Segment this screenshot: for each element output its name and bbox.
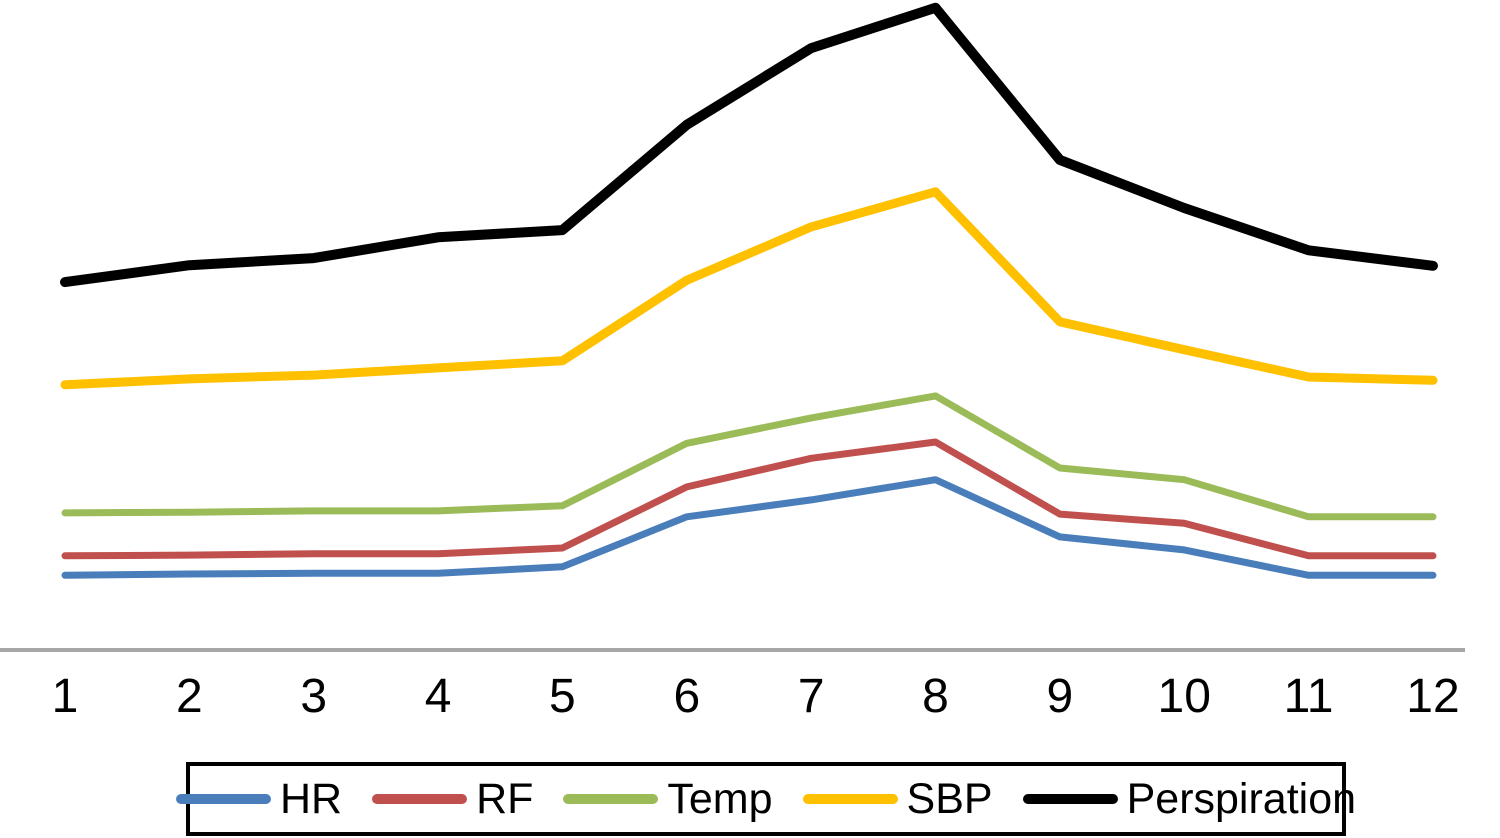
perspiration-line-swatch [1022, 794, 1118, 804]
legend-item-sbp: SBP [802, 774, 993, 823]
temp-line-swatch [563, 794, 659, 804]
legend-label-temp: Temp [667, 774, 773, 823]
legend-label-sbp: SBP [906, 774, 993, 823]
x-tick-label-9: 9 [1047, 670, 1074, 723]
x-tick-label-8: 8 [922, 670, 949, 723]
x-tick-label-3: 3 [300, 670, 327, 723]
line-chart: 1 2 3 4 5 6 7 8 9 10 11 12 [0, 2, 1465, 723]
x-tick-label-1: 1 [52, 670, 79, 723]
sbp-line-swatch [802, 794, 898, 804]
hr-line-swatch [175, 794, 271, 804]
x-tick-label-10: 10 [1158, 670, 1211, 723]
legend-label-perspiration: Perspiration [1126, 774, 1357, 823]
legend-item-rf: RF [372, 774, 534, 823]
series-line-perspiration [60, 2, 1438, 288]
x-tick-label-11: 11 [1284, 670, 1334, 723]
x-tick-label-12: 12 [1406, 670, 1459, 723]
series-line-sbp [60, 187, 1438, 390]
x-tick-label-2: 2 [176, 670, 203, 723]
series-line-hr [61, 476, 1437, 579]
legend-item-temp: Temp [563, 774, 773, 823]
legend-label-hr: HR [279, 774, 343, 823]
legend-label-rf: RF [476, 774, 534, 823]
x-tick-label-4: 4 [425, 670, 452, 723]
x-tick-label-5: 5 [549, 670, 576, 723]
x-tick-label-6: 6 [673, 670, 700, 723]
series-line-rf [61, 438, 1437, 560]
rf-line-swatch [372, 794, 468, 804]
legend-item-perspiration: Perspiration [1022, 774, 1357, 823]
series-line-temp [61, 392, 1437, 521]
chart-legend: HR RF Temp SBP Perspiration [175, 762, 1356, 836]
x-tick-label-7: 7 [798, 670, 825, 723]
legend-item-hr: HR [175, 774, 343, 823]
